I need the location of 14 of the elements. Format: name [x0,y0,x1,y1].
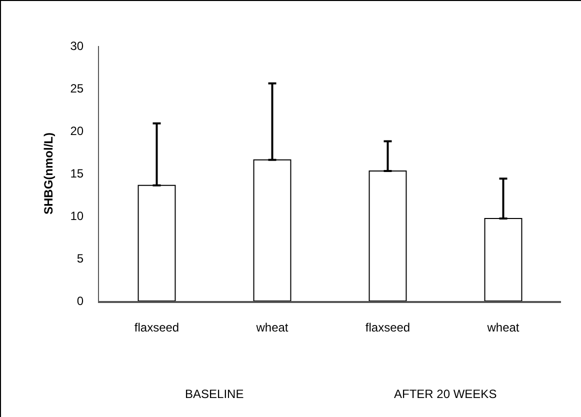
text: AFTER 20 WEEKS [394,387,497,401]
text: BASELINE [185,387,244,401]
y-tick-label: 5 [76,252,84,266]
y-tick-label: 30 [70,39,84,54]
x-tick-label: flaxseed [134,320,180,334]
x-tick-label: wheat [486,320,520,334]
y-tick-label: 15 [70,166,84,181]
y-tick-label: 20 [70,124,84,138]
x-tick-label: flaxseed [365,320,410,334]
y-tick-label: 0 [76,294,84,308]
y-tick-label: 10 [70,209,84,224]
x-tick-label: wheat [255,320,289,334]
y-tick-label: 25 [70,82,84,96]
y-axis-title: SHBG(nmol/L) [42,132,56,214]
